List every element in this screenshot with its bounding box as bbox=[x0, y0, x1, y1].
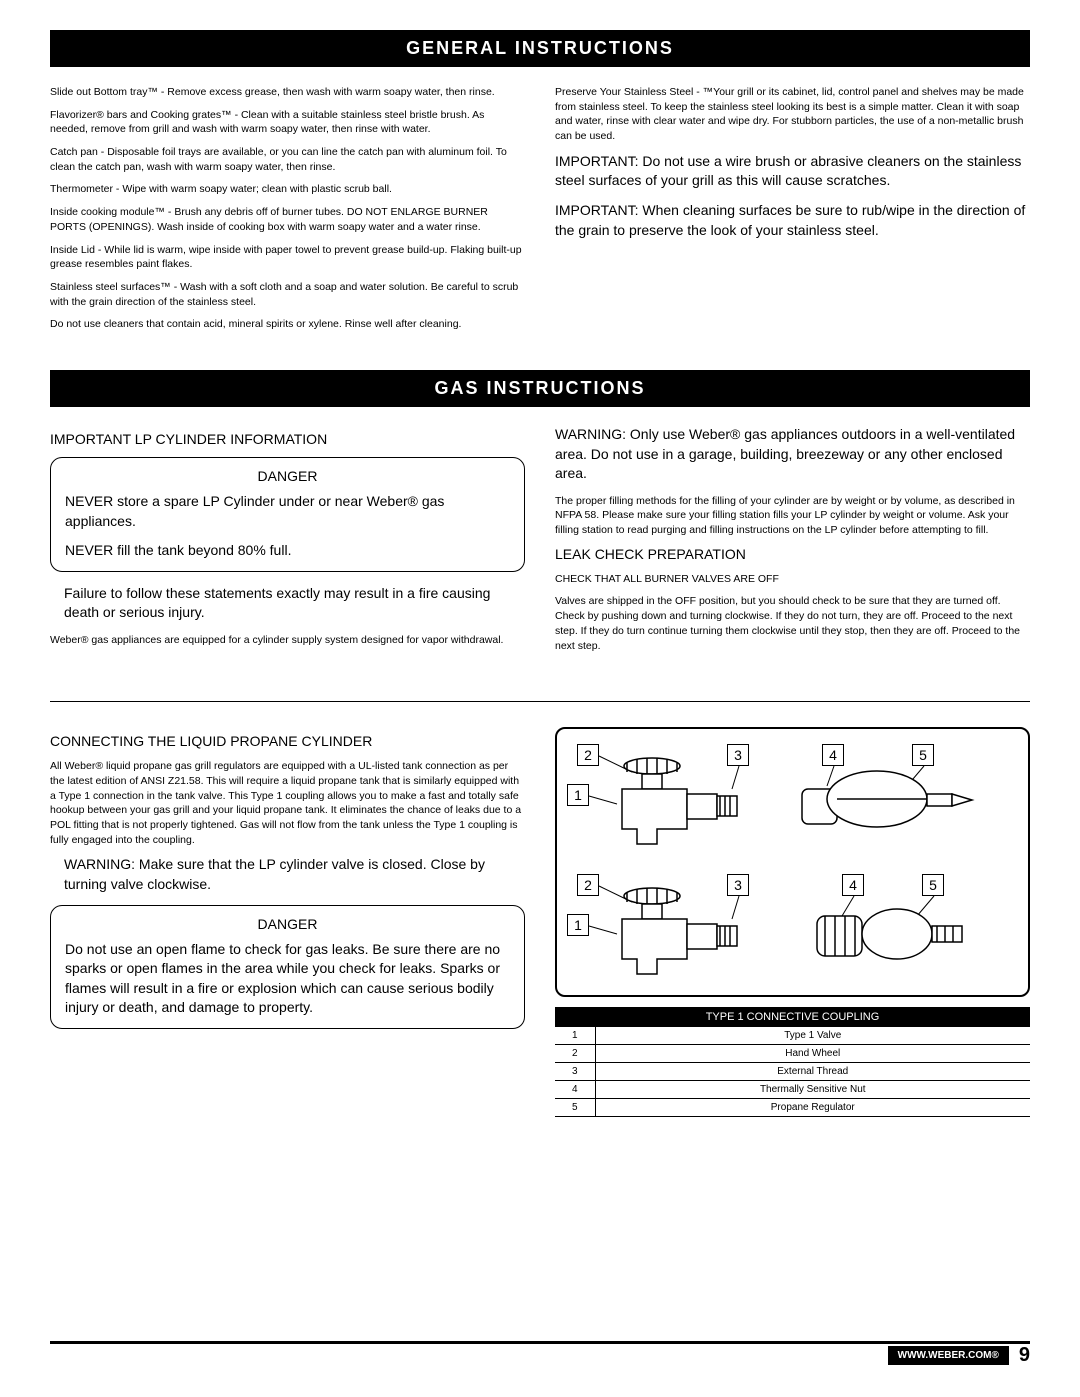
general-columns: Slide out Bottom tray™ - Remove excess g… bbox=[50, 85, 1030, 340]
table-row: 3External Thread bbox=[555, 1063, 1030, 1081]
coupling-diagram: 2 1 3 4 5 bbox=[555, 727, 1030, 997]
table-row: 5Propane Regulator bbox=[555, 1099, 1030, 1117]
connect-columns: CONNECTING THE LIQUID PROPANE CYLINDER A… bbox=[50, 727, 1030, 1117]
general-r-p2: IMPORTANT: Do not use a wire brush or ab… bbox=[555, 152, 1030, 191]
danger-box-2: DANGER Do not use an open flame to check… bbox=[50, 905, 525, 1029]
gas-r-p4: Valves are shipped in the OFF position, … bbox=[555, 594, 1030, 653]
danger1-p2: NEVER fill the tank beyond 80% full. bbox=[65, 541, 510, 561]
connect-p2: WARNING: Make sure that the LP cylinder … bbox=[50, 855, 525, 894]
page-number: 9 bbox=[1019, 1344, 1030, 1367]
general-p7: Stainless steel surfaces™ - Wash with a … bbox=[50, 280, 525, 309]
general-p3: Catch pan - Disposable foil trays are av… bbox=[50, 145, 525, 174]
leak-heading: LEAK CHECK PREPARATION bbox=[555, 546, 1030, 562]
lp-heading: IMPORTANT LP CYLINDER INFORMATION bbox=[50, 431, 525, 447]
cell-num: 4 bbox=[555, 1081, 595, 1099]
gas-left-col: IMPORTANT LP CYLINDER INFORMATION DANGER… bbox=[50, 425, 525, 661]
danger1-p1: NEVER store a spare LP Cylinder under or… bbox=[65, 492, 510, 531]
danger-box-1: DANGER NEVER store a spare LP Cylinder u… bbox=[50, 457, 525, 572]
cell-label: Propane Regulator bbox=[595, 1099, 1030, 1117]
general-r-p3: IMPORTANT: When cleaning surfaces be sur… bbox=[555, 201, 1030, 240]
cell-num: 5 bbox=[555, 1099, 595, 1117]
cell-num: 1 bbox=[555, 1027, 595, 1045]
general-p1: Slide out Bottom tray™ - Remove excess g… bbox=[50, 85, 525, 100]
general-right-col: Preserve Your Stainless Steel - ™Your gr… bbox=[555, 85, 1030, 340]
gas-right-col: WARNING: Only use Weber® gas appliances … bbox=[555, 425, 1030, 661]
general-p2: Flavorizer® bars and Cooking grates™ - C… bbox=[50, 108, 525, 137]
table-row: 4Thermally Sensitive Nut bbox=[555, 1081, 1030, 1099]
general-p4: Thermometer - Wipe with warm soapy water… bbox=[50, 182, 525, 197]
page-footer: WWW.WEBER.COM® 9 bbox=[50, 1341, 1030, 1367]
valve-drawing-2 bbox=[577, 874, 997, 984]
cell-label: External Thread bbox=[595, 1063, 1030, 1081]
footer-url: WWW.WEBER.COM® bbox=[888, 1346, 1009, 1365]
parts-table: 1Type 1 Valve 2Hand Wheel 3External Thre… bbox=[555, 1027, 1030, 1117]
danger2-p1: Do not use an open flame to check for ga… bbox=[65, 940, 510, 1018]
general-left-col: Slide out Bottom tray™ - Remove excess g… bbox=[50, 85, 525, 340]
gas-r-p3: CHECK THAT ALL BURNER VALVES ARE OFF bbox=[555, 572, 1030, 587]
general-p8: Do not use cleaners that contain acid, m… bbox=[50, 317, 525, 332]
general-r-p1: Preserve Your Stainless Steel - ™Your gr… bbox=[555, 85, 1030, 144]
diagram-row-1: 2 1 3 4 5 bbox=[567, 739, 1018, 859]
section-divider bbox=[50, 701, 1030, 702]
connect-p1: All Weber® liquid propane gas grill regu… bbox=[50, 759, 525, 847]
connect-left-col: CONNECTING THE LIQUID PROPANE CYLINDER A… bbox=[50, 727, 525, 1117]
table-row: 2Hand Wheel bbox=[555, 1045, 1030, 1063]
table-row: 1Type 1 Valve bbox=[555, 1027, 1030, 1045]
gas-columns: IMPORTANT LP CYLINDER INFORMATION DANGER… bbox=[50, 425, 1030, 661]
cell-label: Hand Wheel bbox=[595, 1045, 1030, 1063]
cell-num: 3 bbox=[555, 1063, 595, 1081]
general-p6: Inside Lid - While lid is warm, wipe ins… bbox=[50, 243, 525, 272]
cell-num: 2 bbox=[555, 1045, 595, 1063]
table-title: TYPE 1 CONNECTIVE COUPLING bbox=[555, 1007, 1030, 1027]
gas-left-p2: Weber® gas appliances are equipped for a… bbox=[50, 633, 525, 648]
cell-label: Thermally Sensitive Nut bbox=[595, 1081, 1030, 1099]
danger-title-2: DANGER bbox=[65, 916, 510, 932]
section-header-general: GENERAL INSTRUCTIONS bbox=[50, 30, 1030, 67]
diagram-row-2: 2 1 3 4 5 bbox=[567, 869, 1018, 989]
connect-heading: CONNECTING THE LIQUID PROPANE CYLINDER bbox=[50, 733, 525, 749]
danger-title-1: DANGER bbox=[65, 468, 510, 484]
connect-right-col: 2 1 3 4 5 bbox=[555, 727, 1030, 1117]
general-p5: Inside cooking module™ - Brush any debri… bbox=[50, 205, 525, 234]
valve-drawing-1 bbox=[577, 744, 997, 854]
cell-label: Type 1 Valve bbox=[595, 1027, 1030, 1045]
gas-r-p1: WARNING: Only use Weber® gas appliances … bbox=[555, 425, 1030, 484]
section-header-gas: GAS INSTRUCTIONS bbox=[50, 370, 1030, 407]
gas-left-p1: Failure to follow these statements exact… bbox=[50, 584, 525, 623]
gas-r-p2: The proper filling methods for the filli… bbox=[555, 494, 1030, 538]
